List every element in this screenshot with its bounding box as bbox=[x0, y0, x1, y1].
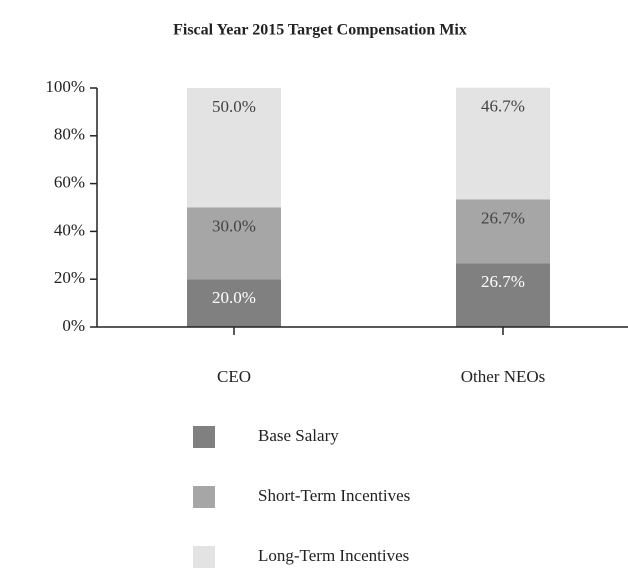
chart-title: Fiscal Year 2015 Target Compensation Mix bbox=[173, 22, 467, 39]
bar-segment bbox=[187, 207, 281, 280]
data-label: 26.7% bbox=[481, 208, 525, 227]
x-tick-label: CEO bbox=[217, 367, 251, 386]
y-tick-label: 80% bbox=[54, 125, 85, 144]
bar-segment bbox=[456, 263, 550, 327]
y-tick-label: 60% bbox=[54, 173, 85, 192]
bar-segment bbox=[456, 199, 550, 264]
data-label: 50.0% bbox=[212, 97, 256, 116]
legend-swatch bbox=[193, 486, 215, 508]
y-tick-label: 20% bbox=[54, 268, 85, 287]
bar-segment bbox=[187, 88, 281, 208]
data-label: 30.0% bbox=[212, 216, 256, 235]
bar-segment bbox=[456, 87, 550, 200]
legend-swatch bbox=[193, 546, 215, 568]
legend-label: Base Salary bbox=[258, 426, 339, 445]
y-tick-label: 0% bbox=[62, 316, 85, 335]
data-label: 46.7% bbox=[481, 97, 525, 116]
data-label: 26.7% bbox=[481, 272, 525, 291]
legend-swatch bbox=[193, 426, 215, 448]
bar-segment bbox=[187, 279, 281, 327]
y-tick-label: 100% bbox=[45, 77, 85, 96]
legend-label: Short-Term Incentives bbox=[258, 486, 410, 505]
legend-label: Long-Term Incentives bbox=[258, 546, 409, 565]
data-label: 20.0% bbox=[212, 288, 256, 307]
y-tick-label: 40% bbox=[54, 220, 85, 239]
x-tick-label: Other NEOs bbox=[461, 367, 546, 386]
